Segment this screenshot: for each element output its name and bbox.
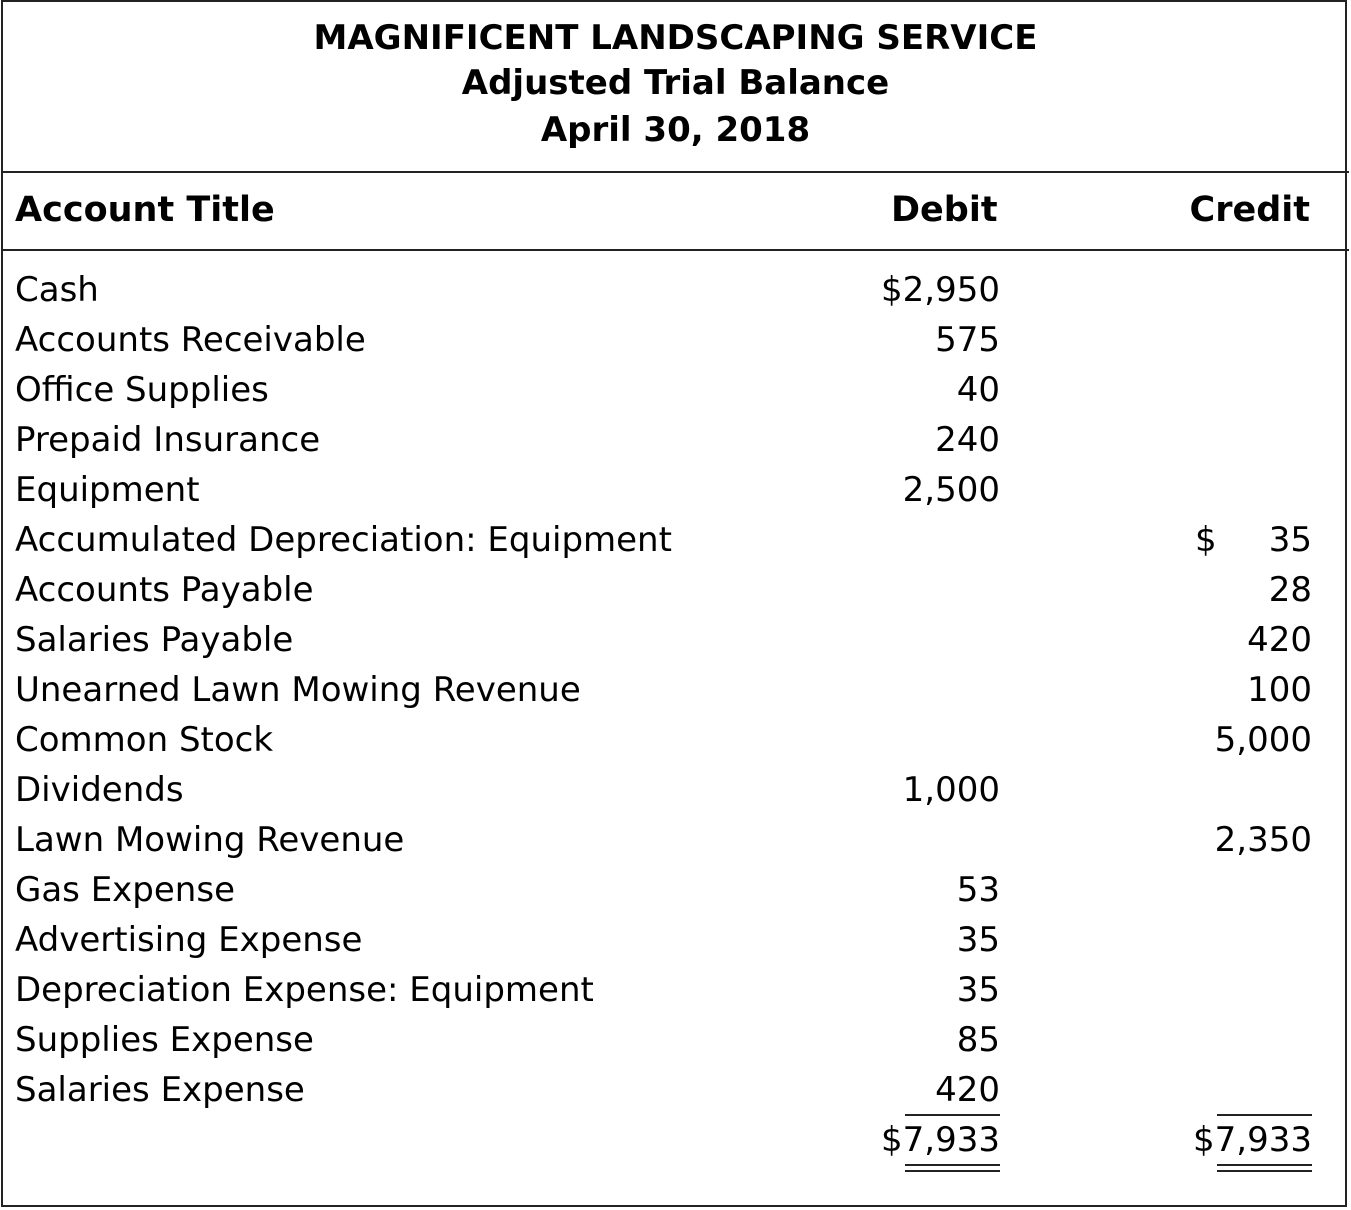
credit-total: $7,933 xyxy=(1193,1120,1312,1160)
debit-amount: 85 xyxy=(956,1020,1000,1060)
account-title: Salaries Expense xyxy=(15,1070,305,1110)
account-title: Accounts Receivable xyxy=(15,320,366,360)
debit-amount: 420 xyxy=(935,1070,1000,1110)
statement-date: April 30, 2018 xyxy=(540,110,811,150)
table-row: Accumulated Depreciation: Equipment $35 xyxy=(0,515,1351,565)
debit-amount: $2,950 xyxy=(881,270,1000,310)
table-row: Accounts Receivable 575 xyxy=(0,315,1351,365)
account-title: Gas Expense xyxy=(15,870,235,910)
table-row: Cash $2,950 xyxy=(0,265,1351,315)
table-row: Common Stock 5,000 xyxy=(0,715,1351,765)
table-row: Lawn Mowing Revenue 2,350 xyxy=(0,815,1351,865)
account-title: Accounts Payable xyxy=(15,570,314,610)
debit-amount: 35 xyxy=(956,920,1000,960)
account-title: Dividends xyxy=(15,770,184,810)
credit-double-rule-bottom xyxy=(1217,1170,1312,1172)
credit-amount: 420 xyxy=(1247,620,1312,660)
table-row: Salaries Payable 420 xyxy=(0,615,1351,665)
table-row: Dividends 1,000 xyxy=(0,765,1351,815)
credit-subtotal-rule xyxy=(1217,1114,1312,1116)
table-row: Prepaid Insurance 240 xyxy=(0,415,1351,465)
column-header-debit: Debit xyxy=(891,190,998,230)
table-row: Advertising Expense 35 xyxy=(0,915,1351,965)
credit-amount: 100 xyxy=(1247,670,1312,710)
credit-amount: 35 xyxy=(1268,520,1312,560)
column-header-account: Account Title xyxy=(15,190,275,230)
debit-amount: 575 xyxy=(935,320,1000,360)
debit-amount: 40 xyxy=(956,370,1000,410)
table-row: Depreciation Expense: Equipment 35 xyxy=(0,965,1351,1015)
account-title: Lawn Mowing Revenue xyxy=(15,820,405,860)
debit-total: $7,933 xyxy=(881,1120,1000,1160)
column-header-divider xyxy=(1,249,1349,251)
table-row: Accounts Payable 28 xyxy=(0,565,1351,615)
account-title: Accumulated Depreciation: Equipment xyxy=(15,520,672,560)
statement-title: Adjusted Trial Balance xyxy=(461,63,890,103)
table-row: Supplies Expense 85 xyxy=(0,1015,1351,1065)
debit-double-rule-bottom xyxy=(905,1170,1000,1172)
company-name: MAGNIFICENT LANDSCAPING SERVICE xyxy=(313,18,1038,58)
table-row: Unearned Lawn Mowing Revenue 100 xyxy=(0,665,1351,715)
credit-dollar-sign: $ xyxy=(1195,520,1217,560)
table-row: Equipment 2,500 xyxy=(0,465,1351,515)
credit-amount: 2,350 xyxy=(1214,820,1312,860)
table-row: Office Supplies 40 xyxy=(0,365,1351,415)
debit-amount: 1,000 xyxy=(902,770,1000,810)
debit-amount: 53 xyxy=(956,870,1000,910)
account-title: Office Supplies xyxy=(15,370,269,410)
account-title: Supplies Expense xyxy=(15,1020,314,1060)
account-title: Equipment xyxy=(15,470,200,510)
account-title: Common Stock xyxy=(15,720,274,760)
debit-amount: 35 xyxy=(956,970,1000,1010)
credit-amount: 28 xyxy=(1268,570,1312,610)
account-title: Cash xyxy=(15,270,99,310)
debit-double-rule-top xyxy=(905,1164,1000,1166)
table-row: Gas Expense 53 xyxy=(0,865,1351,915)
table-row: Salaries Expense 420 xyxy=(0,1065,1351,1115)
account-title: Prepaid Insurance xyxy=(15,420,321,460)
debit-amount: 2,500 xyxy=(902,470,1000,510)
account-title: Unearned Lawn Mowing Revenue xyxy=(15,670,581,710)
account-title: Advertising Expense xyxy=(15,920,363,960)
debit-amount: 240 xyxy=(935,420,1000,460)
credit-double-rule-top xyxy=(1217,1164,1312,1166)
debit-subtotal-rule xyxy=(905,1114,1000,1116)
column-header-credit: Credit xyxy=(1189,190,1310,230)
credit-amount: 5,000 xyxy=(1214,720,1312,760)
account-title: Depreciation Expense: Equipment xyxy=(15,970,594,1010)
header-divider xyxy=(1,171,1349,173)
account-title: Salaries Payable xyxy=(15,620,294,660)
